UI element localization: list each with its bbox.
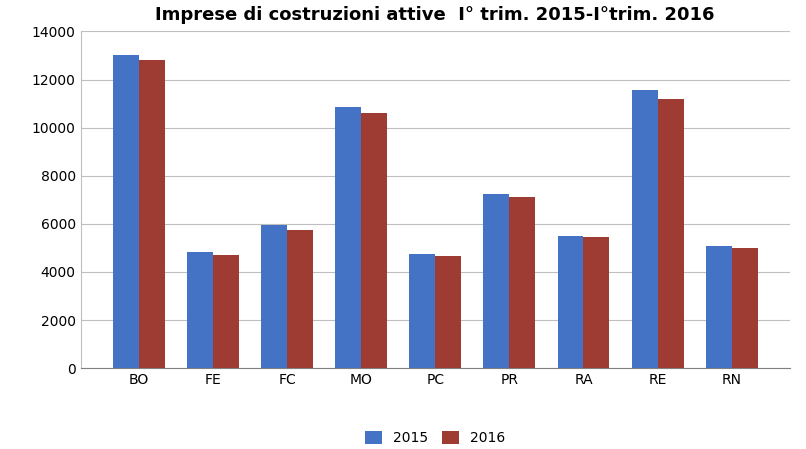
- Bar: [584, 237, 609, 368]
- Legend: 2015, 2016: 2015, 2016: [359, 426, 511, 449]
- Bar: [706, 246, 732, 368]
- Bar: [632, 90, 658, 368]
- Bar: [113, 56, 139, 368]
- Bar: [139, 60, 164, 368]
- Bar: [335, 107, 361, 368]
- Bar: [213, 255, 239, 368]
- Bar: [658, 99, 683, 368]
- Title: Imprese di costruzioni attive  I° trim. 2015-I°trim. 2016: Imprese di costruzioni attive I° trim. 2…: [156, 6, 715, 24]
- Bar: [558, 236, 584, 368]
- Bar: [261, 225, 287, 368]
- Bar: [361, 113, 387, 368]
- Bar: [435, 256, 461, 368]
- Bar: [187, 251, 213, 368]
- Bar: [732, 248, 758, 368]
- Bar: [509, 198, 535, 368]
- Bar: [484, 194, 509, 368]
- Bar: [287, 230, 313, 368]
- Bar: [409, 254, 435, 368]
